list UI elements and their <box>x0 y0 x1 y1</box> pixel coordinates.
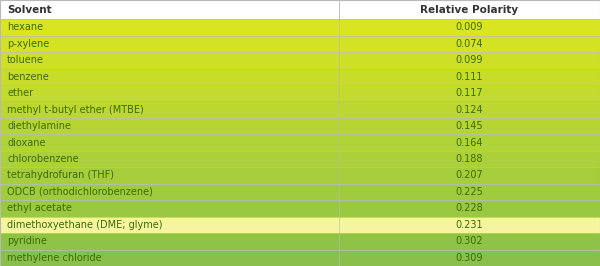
Text: 0.074: 0.074 <box>455 39 484 49</box>
Text: hexane: hexane <box>7 22 43 32</box>
Text: 0.228: 0.228 <box>455 203 484 213</box>
Text: toluene: toluene <box>7 55 44 65</box>
Bar <box>0 69 600 85</box>
Bar <box>0 52 600 69</box>
Text: 0.188: 0.188 <box>456 154 483 164</box>
Text: Relative Polarity: Relative Polarity <box>421 5 518 15</box>
Text: ODCB (orthodichlorobenzene): ODCB (orthodichlorobenzene) <box>7 187 153 197</box>
Bar <box>0 118 600 134</box>
Text: 0.302: 0.302 <box>455 236 484 246</box>
Bar <box>0 134 600 151</box>
Text: ethyl acetate: ethyl acetate <box>7 203 72 213</box>
Bar <box>0 233 600 250</box>
Text: methylene chloride: methylene chloride <box>7 253 102 263</box>
Text: p-xylene: p-xylene <box>7 39 49 49</box>
Text: 0.207: 0.207 <box>455 171 484 181</box>
Text: 0.009: 0.009 <box>456 22 483 32</box>
Bar <box>0 151 600 167</box>
Bar <box>0 167 600 184</box>
Bar <box>0 85 600 101</box>
Text: 0.124: 0.124 <box>455 105 484 115</box>
Bar <box>0 36 600 52</box>
Text: 0.145: 0.145 <box>455 121 484 131</box>
Bar <box>0 19 600 36</box>
Text: 0.231: 0.231 <box>455 220 484 230</box>
Text: 0.111: 0.111 <box>456 72 483 82</box>
Text: 0.164: 0.164 <box>456 138 483 148</box>
Text: 0.309: 0.309 <box>456 253 483 263</box>
Text: diethylamine: diethylamine <box>7 121 71 131</box>
Text: 0.117: 0.117 <box>455 88 484 98</box>
Text: pyridine: pyridine <box>7 236 47 246</box>
Text: 0.099: 0.099 <box>456 55 483 65</box>
Bar <box>0 217 600 233</box>
Text: chlorobenzene: chlorobenzene <box>7 154 79 164</box>
Bar <box>0 250 600 266</box>
Bar <box>0 184 600 200</box>
Text: Solvent: Solvent <box>7 5 52 15</box>
Text: dimethoxyethane (DME; glyme): dimethoxyethane (DME; glyme) <box>7 220 163 230</box>
Bar <box>0 101 600 118</box>
Text: benzene: benzene <box>7 72 49 82</box>
Text: dioxane: dioxane <box>7 138 46 148</box>
Text: tetrahydrofuran (THF): tetrahydrofuran (THF) <box>7 171 114 181</box>
Text: methyl t-butyl ether (MTBE): methyl t-butyl ether (MTBE) <box>7 105 144 115</box>
Bar <box>0 0 600 19</box>
Bar <box>0 200 600 217</box>
Text: ether: ether <box>7 88 34 98</box>
Text: 0.225: 0.225 <box>455 187 484 197</box>
